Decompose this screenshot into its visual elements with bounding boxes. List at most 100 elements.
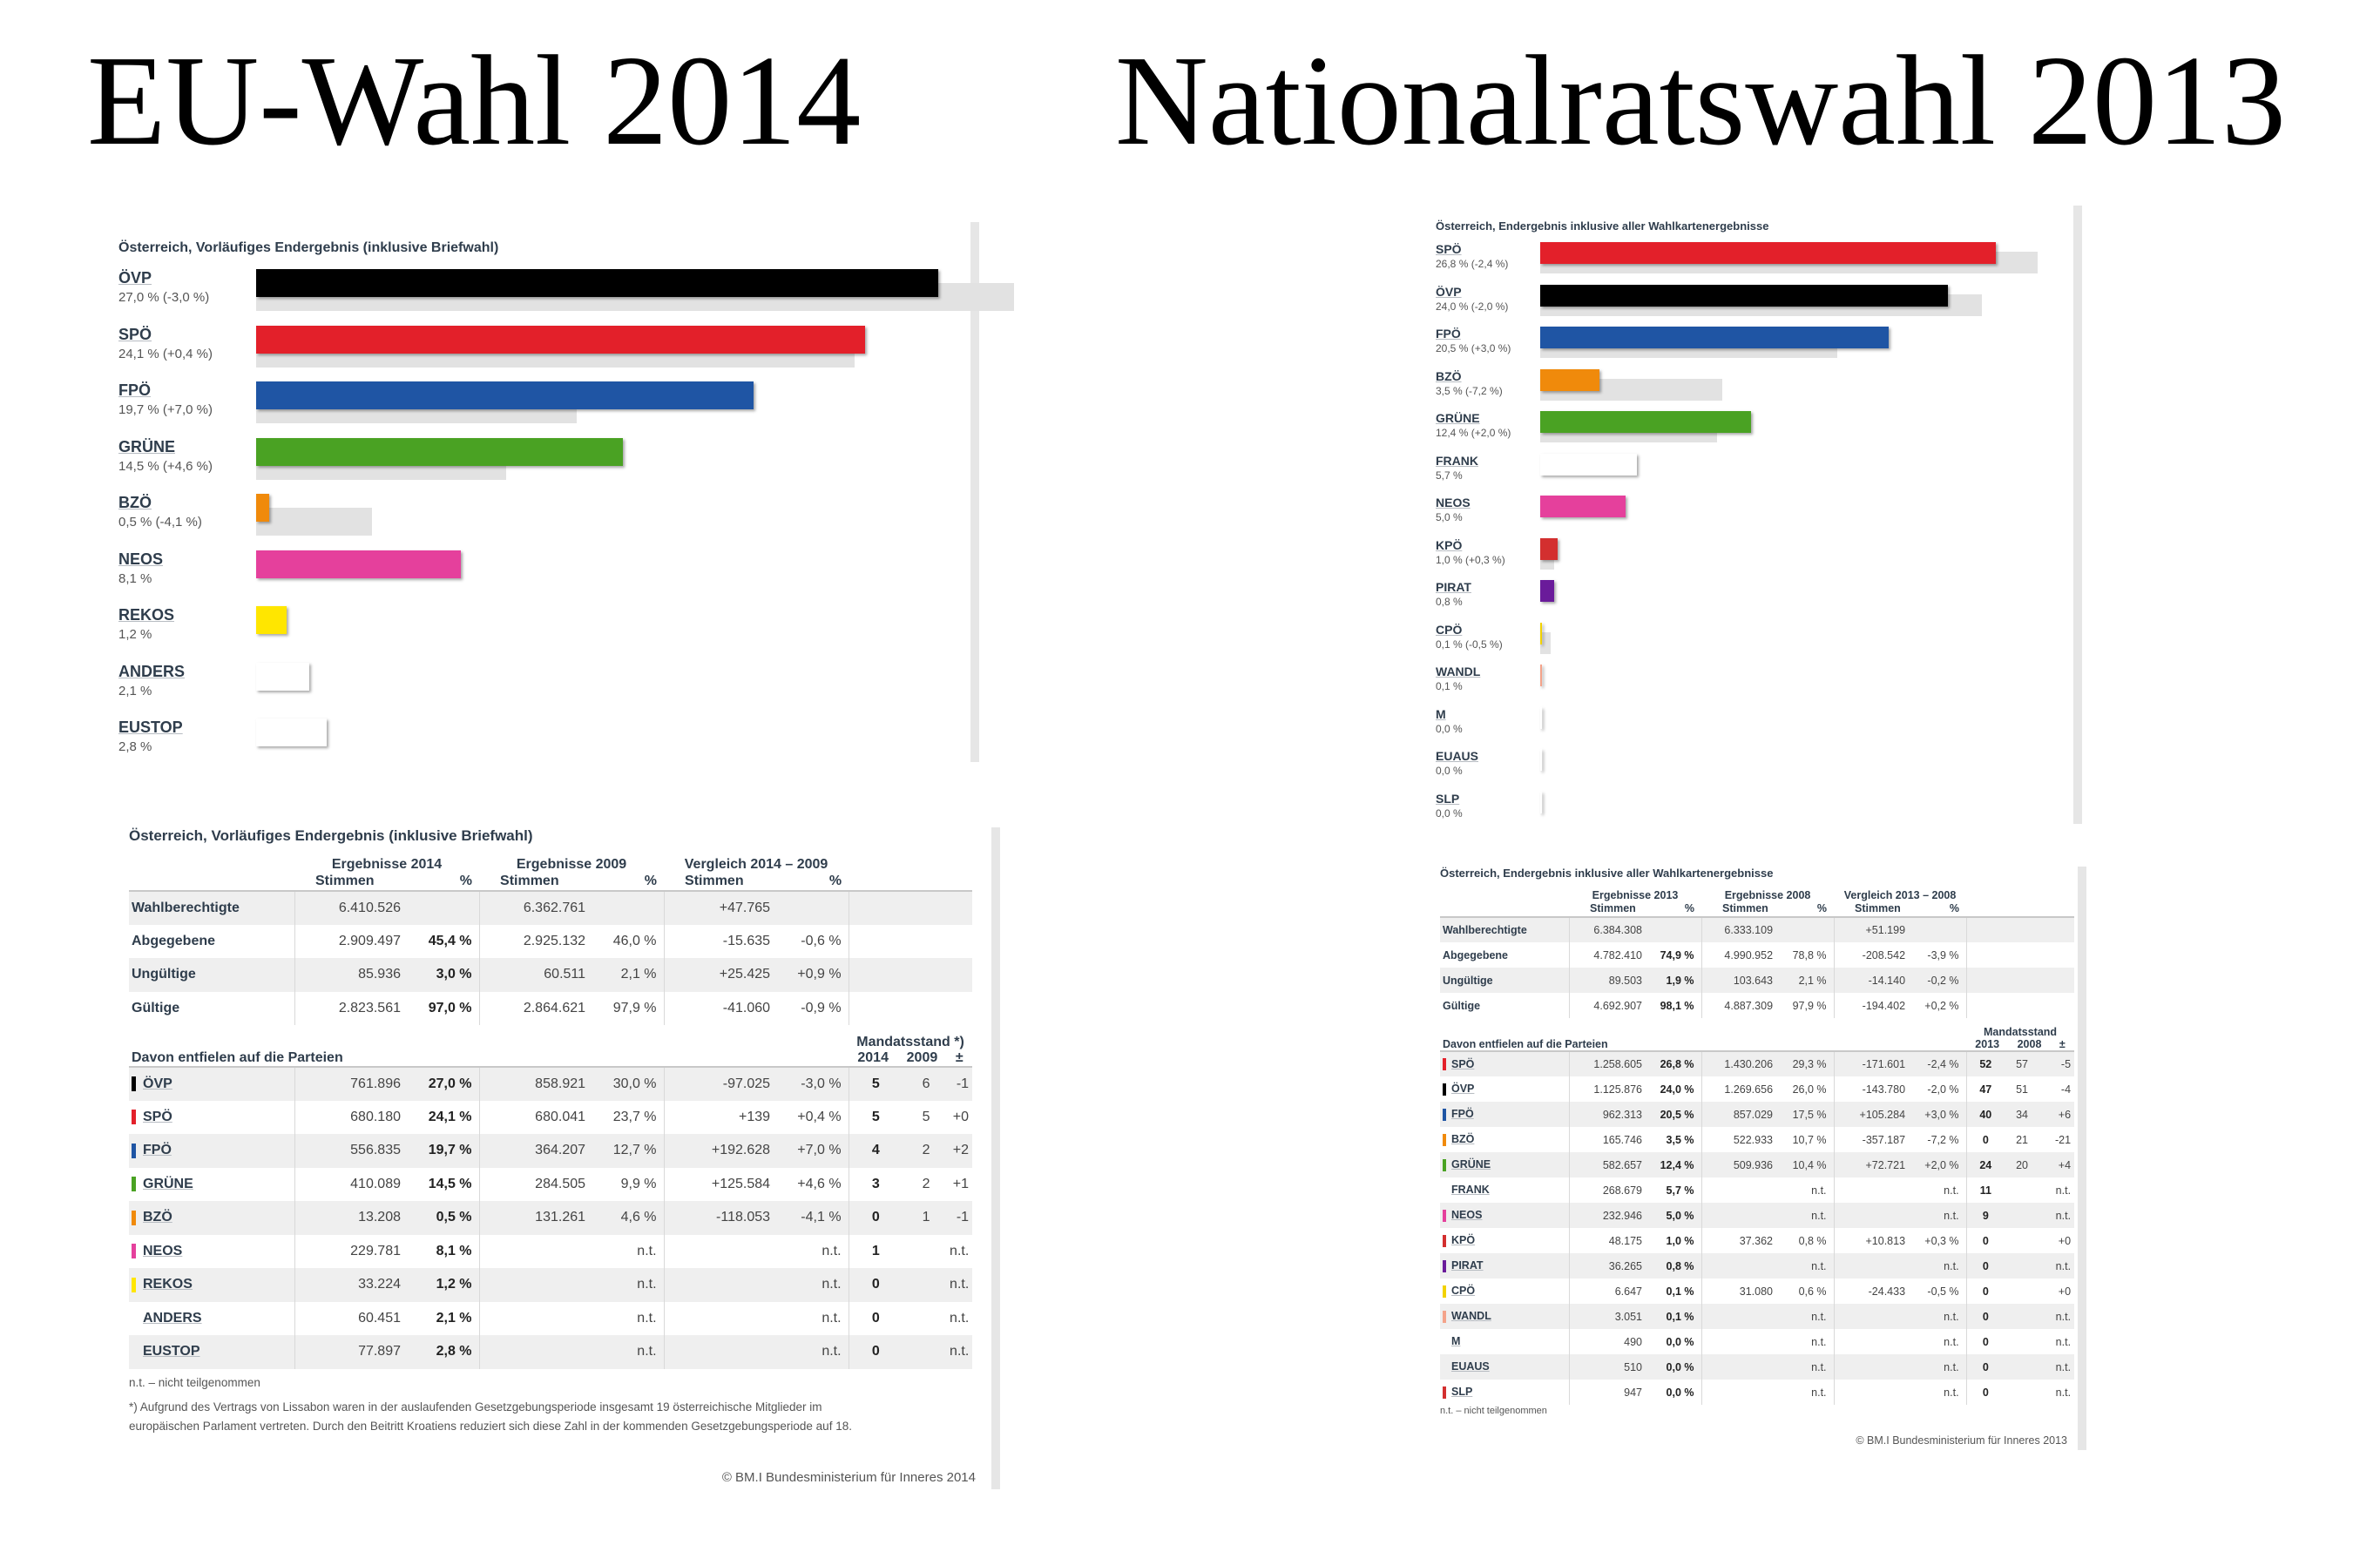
summary-cell: +0,9 % xyxy=(786,958,849,992)
party-row-bzoe: BZÖ 13.208 0,5 % 131.261 4,6 % -118.053 -4,1 %… xyxy=(129,1201,973,1235)
party-color-marker xyxy=(1443,1285,1446,1298)
copyright: © BM.I Bundesministerium für Inneres 201… xyxy=(721,1470,976,1485)
party-data-cell: +105.284 xyxy=(1834,1102,1922,1127)
party-row-neos: NEOS 232.946 5,0 % n.t. n.t. 9 n.t. xyxy=(1440,1203,2075,1228)
party-data-cell: n.t. xyxy=(1921,1177,1967,1203)
row-label: Abgegebene xyxy=(129,924,295,958)
party-data-cell: 0 xyxy=(1982,1133,1989,1146)
party-data-cell: 52 xyxy=(1966,1050,2005,1076)
bar-rekos xyxy=(256,606,287,634)
party-row-slp: SLP 947 0,0 % n.t. n.t. 0 n.t. xyxy=(1440,1380,2074,1405)
party-data-cell: 27,0 % xyxy=(416,1066,480,1101)
party-data-cell: 3 xyxy=(871,1176,880,1191)
bar-row-eustop: EUSTOP 2,8 % xyxy=(118,719,962,775)
party-data-cell: 131.261 xyxy=(479,1201,602,1235)
party-data-cell: 1,2 % xyxy=(416,1268,480,1302)
summary-cell: 4.782.410 xyxy=(1593,948,1642,961)
party-data-cell: n.t. xyxy=(601,1335,665,1369)
sub-header-percent: % xyxy=(828,873,842,888)
party-row-euaus: EUAUS 510 0,0 % n.t. n.t. 0 n.t. xyxy=(1440,1354,2075,1380)
row-label: Abgegebene xyxy=(1440,942,1570,968)
party-data-cell: -2,4 % xyxy=(1921,1050,1967,1076)
party-data-cell: n.t. xyxy=(2039,1203,2075,1228)
percent-label: 24,1 % (+0,4 %) xyxy=(118,346,213,361)
percent-label: 0,1 % xyxy=(1436,680,1463,692)
party-data-cell: 26,0 % xyxy=(1788,1076,1835,1102)
party-data-cell: +0,4 % xyxy=(786,1100,849,1134)
party-color-marker xyxy=(1443,1259,1446,1272)
party-data-cell: 26,8 % xyxy=(1658,1050,1702,1076)
party-data-cell xyxy=(664,1335,787,1369)
results-table: Ergebnisse 2013 Stimmen% Ergebnisse 2008 St… xyxy=(1440,887,2075,1405)
percent-label: 0,0 % xyxy=(1436,806,1463,820)
summary-row-abgegebene: Abgegebene 4.782.410 74,9 % 4.990.952 78,8 %… xyxy=(1440,942,2074,968)
party-data-cell: 0 xyxy=(849,1201,903,1235)
party-data-cell: 29,3 % xyxy=(1788,1050,1835,1076)
party-data-cell xyxy=(2005,1177,2039,1203)
party-data-cell: n.t. xyxy=(786,1268,849,1302)
party-data-cell xyxy=(1834,1354,1922,1380)
party-data-cell: n.t. xyxy=(1788,1354,1835,1380)
seat-sub-header: ± xyxy=(2059,1038,2066,1050)
party-data-cell xyxy=(2005,1228,2039,1253)
party-data-cell: 0 xyxy=(849,1268,903,1302)
party-data-cell: 19,7 % xyxy=(416,1134,480,1168)
party-data-cell: 947 xyxy=(1624,1386,1642,1399)
table-scrollbar xyxy=(991,827,1000,1489)
party-data-cell: 0,8 % xyxy=(1658,1253,1702,1279)
party-data-cell: 37.362 xyxy=(1739,1234,1774,1247)
group-header: Vergleich 2013 – 2008 Stimmen% xyxy=(1834,887,1967,917)
party-data-cell xyxy=(479,1235,601,1269)
percent-label: 0,0 % xyxy=(1436,765,1463,777)
party-color-marker xyxy=(1443,1108,1446,1121)
bar-row-gruene: GRÜNE 14,5 % (+4,6 %) xyxy=(118,437,962,495)
party-color-marker xyxy=(1443,1361,1446,1373)
sub-header-votes: Stimmen xyxy=(315,873,375,888)
party-data-cell: n.t. xyxy=(1921,1304,1967,1329)
party-data-cell: 24 xyxy=(1966,1152,2005,1177)
bar-row-kpoe: KPÖ 1,0 % (+0,3 %) xyxy=(1436,537,2065,581)
summary-cell xyxy=(416,890,480,925)
party-cell: BZÖ xyxy=(1440,1127,1570,1152)
bar-row-oevp: ÖVP 24,0 % (-2,0 %) xyxy=(1436,284,2065,327)
party-data-cell: 0 xyxy=(1982,1335,1989,1348)
party-cell: CPÖ xyxy=(1440,1279,1570,1304)
percent-label: 12,4 % (+2,0 %) xyxy=(1436,427,1511,439)
bar-row-fpoe: FPÖ 20,5 % (+3,0 %) xyxy=(1436,327,2065,369)
party-data-cell: 1,0 % xyxy=(1658,1228,1702,1253)
party-name: ANDERS xyxy=(143,1310,202,1326)
party-data-cell: 30,0 % xyxy=(601,1066,665,1101)
bar-wandl xyxy=(1540,665,1542,686)
summary-cell: 4.990.952 xyxy=(1724,948,1774,961)
party-data-cell: n.t. xyxy=(2039,1253,2075,1279)
party-label: FPÖ xyxy=(118,381,152,399)
party-data-cell: -97.025 xyxy=(664,1066,787,1101)
party-data-cell xyxy=(1834,1177,1921,1203)
party-data-cell xyxy=(1701,1354,1789,1380)
summary-cell: -208.542 xyxy=(1862,948,1906,961)
chart-title: Österreich, Endergebnis inklusive aller … xyxy=(1436,219,1769,233)
bar-gruene xyxy=(1540,411,1751,433)
party-row-oevp: ÖVP 761.896 27,0 % 858.921 30,0 % -97.025 -3,0… xyxy=(129,1066,973,1101)
party-data-cell: n.t. xyxy=(601,1234,665,1268)
party-label: CPÖ xyxy=(1436,622,1463,637)
party-cell: ÖVP xyxy=(1440,1076,1570,1102)
party-label: ANDERS xyxy=(118,662,186,680)
summary-cell: -0,9 % xyxy=(786,991,849,1025)
party-data-cell: 36.265 xyxy=(1569,1253,1658,1279)
party-data-cell: 17,5 % xyxy=(1788,1102,1835,1127)
party-data-cell: 24,0 % xyxy=(1658,1076,1702,1102)
bar-spoe xyxy=(256,325,865,354)
party-data-cell: n.t. xyxy=(2055,1335,2072,1348)
party-data-cell: 24,1 % xyxy=(416,1100,480,1134)
party-data-cell: 522.933 xyxy=(1733,1133,1774,1146)
summary-cell: 97,9 % xyxy=(1788,993,1835,1018)
bar-cpoe xyxy=(1540,622,1542,644)
party-name: REKOS xyxy=(143,1277,193,1292)
party-data-cell: +0 xyxy=(952,1109,970,1124)
party-name: SPÖ xyxy=(143,1109,172,1124)
party-data-cell xyxy=(479,1268,602,1302)
summary-row-wahlberechtigte: Wahlberechtigte 6.410.526 6.362.761 +47.765 xyxy=(129,890,973,925)
bar-row-bzoe: BZÖ 0,5 % (-4,1 %) xyxy=(118,494,962,550)
parties-header-row: Davon entfielen auf die Parteien Mandatss… xyxy=(1440,1018,2075,1051)
